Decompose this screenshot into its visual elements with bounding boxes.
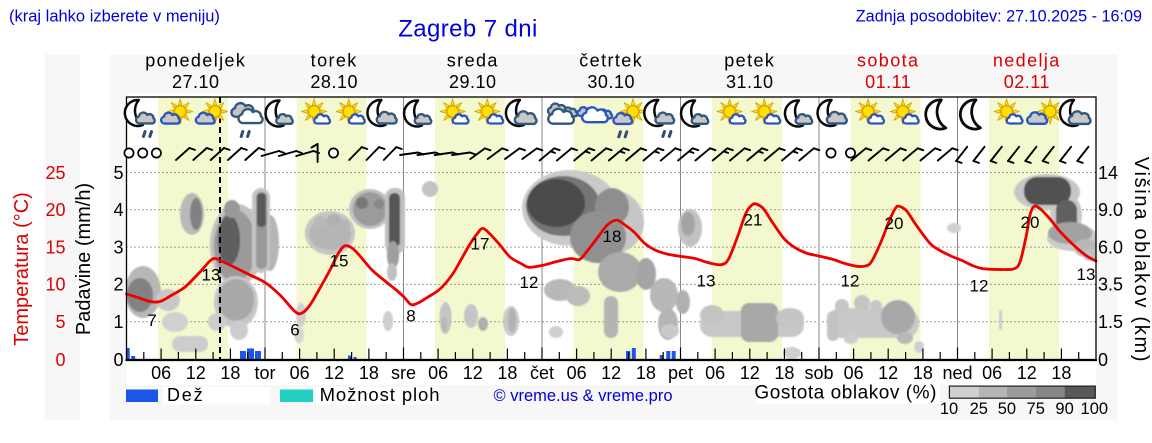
svg-text:17: 17 [471, 235, 490, 254]
svg-text:02.11: 02.11 [1004, 72, 1050, 92]
svg-text:13: 13 [697, 272, 716, 291]
svg-text:14: 14 [1098, 163, 1118, 183]
svg-text:18: 18 [497, 363, 517, 383]
svg-text:Možnost ploh: Možnost ploh [320, 384, 441, 405]
svg-text:Gostota oblakov (%): Gostota oblakov (%) [754, 383, 937, 404]
svg-text:12: 12 [1017, 363, 1037, 383]
svg-text:06: 06 [982, 363, 1002, 383]
svg-text:15: 15 [330, 252, 349, 271]
svg-text:5: 5 [113, 163, 123, 183]
svg-text:20: 20 [885, 214, 904, 233]
svg-text:30.10: 30.10 [587, 72, 635, 92]
svg-text:100: 100 [1081, 400, 1109, 418]
svg-text:Dež: Dež [167, 385, 204, 405]
svg-text:petek: petek [724, 51, 775, 71]
svg-text:18: 18 [220, 363, 240, 383]
svg-text:4: 4 [113, 200, 123, 220]
svg-text:sobota: sobota [857, 51, 919, 71]
svg-text:06: 06 [567, 363, 587, 383]
svg-text:10: 10 [940, 400, 958, 418]
svg-text:5: 5 [55, 312, 65, 332]
svg-text:Višina oblakov (km): Višina oblakov (km) [1130, 157, 1152, 363]
svg-text:06: 06 [290, 363, 310, 383]
svg-text:6.0: 6.0 [1098, 237, 1123, 257]
svg-text:0: 0 [113, 350, 123, 370]
svg-text:ponedeljek: ponedeljek [145, 51, 246, 71]
svg-text:06: 06 [428, 363, 448, 383]
svg-text:27.10: 27.10 [172, 72, 220, 92]
svg-text:01.11: 01.11 [865, 72, 911, 92]
svg-text:25: 25 [45, 163, 65, 183]
svg-text:12: 12 [186, 363, 206, 383]
svg-text:sreda: sreda [447, 51, 499, 71]
svg-text:12: 12 [324, 363, 344, 383]
svg-text:18: 18 [603, 227, 622, 246]
svg-text:3: 3 [113, 237, 123, 257]
svg-text:18: 18 [774, 363, 794, 383]
svg-text:10: 10 [45, 275, 65, 295]
svg-text:20: 20 [45, 200, 65, 220]
svg-text:29.10: 29.10 [449, 72, 497, 92]
svg-text:7: 7 [147, 311, 156, 330]
svg-text:tor: tor [254, 363, 275, 383]
svg-text:1.5: 1.5 [1098, 312, 1123, 332]
svg-text:9.0: 9.0 [1098, 200, 1123, 220]
svg-text:1: 1 [113, 312, 123, 332]
svg-text:čet: čet [530, 363, 554, 383]
svg-text:© vreme.us & vreme.pro: © vreme.us & vreme.pro [493, 387, 672, 405]
svg-text:06: 06 [844, 363, 864, 383]
svg-text:12: 12 [520, 273, 539, 292]
svg-text:Padavine (mm/h): Padavine (mm/h) [73, 183, 95, 335]
svg-text:21: 21 [744, 211, 763, 230]
svg-text:ned: ned [942, 363, 972, 383]
svg-text:18: 18 [913, 363, 933, 383]
svg-text:18: 18 [636, 363, 656, 383]
svg-text:Zagreb 7 dni: Zagreb 7 dni [398, 16, 538, 43]
svg-text:06: 06 [151, 363, 171, 383]
svg-text:15: 15 [45, 237, 65, 257]
svg-text:0: 0 [1098, 350, 1108, 370]
svg-text:75: 75 [1027, 400, 1045, 418]
svg-text:torek: torek [311, 51, 358, 71]
svg-text:(kraj lahko izberete v meniju): (kraj lahko izberete v meniju) [9, 8, 220, 26]
svg-text:13: 13 [1077, 265, 1096, 284]
svg-text:12: 12 [878, 363, 898, 383]
svg-text:18: 18 [1051, 363, 1071, 383]
svg-text:12: 12 [463, 363, 483, 383]
svg-text:3.5: 3.5 [1098, 275, 1123, 295]
svg-text:četrtek: četrtek [579, 51, 643, 71]
svg-text:0: 0 [55, 350, 65, 370]
svg-text:6: 6 [290, 321, 299, 340]
svg-text:90: 90 [1055, 400, 1073, 418]
svg-text:Temperatura (°C): Temperatura (°C) [11, 192, 33, 346]
svg-text:31.10: 31.10 [726, 72, 774, 92]
svg-text:8: 8 [406, 307, 415, 326]
svg-text:sob: sob [804, 363, 833, 383]
svg-text:20: 20 [1021, 213, 1040, 232]
svg-text:12: 12 [740, 363, 760, 383]
svg-text:2: 2 [113, 275, 123, 295]
svg-text:25: 25 [970, 400, 988, 418]
svg-text:12: 12 [601, 363, 621, 383]
svg-text:28.10: 28.10 [310, 72, 358, 92]
svg-text:nedelja: nedelja [993, 51, 1061, 71]
svg-text:12: 12 [970, 277, 989, 296]
svg-text:50: 50 [998, 400, 1016, 418]
svg-text:Zadnja posodobitev: 27.10.2025: Zadnja posodobitev: 27.10.2025 - 16:09 [856, 8, 1142, 26]
svg-text:18: 18 [359, 363, 379, 383]
svg-text:sre: sre [391, 363, 416, 383]
svg-text:06: 06 [705, 363, 725, 383]
svg-text:12: 12 [841, 272, 860, 291]
svg-text:13: 13 [202, 265, 221, 284]
svg-text:pet: pet [668, 363, 693, 383]
